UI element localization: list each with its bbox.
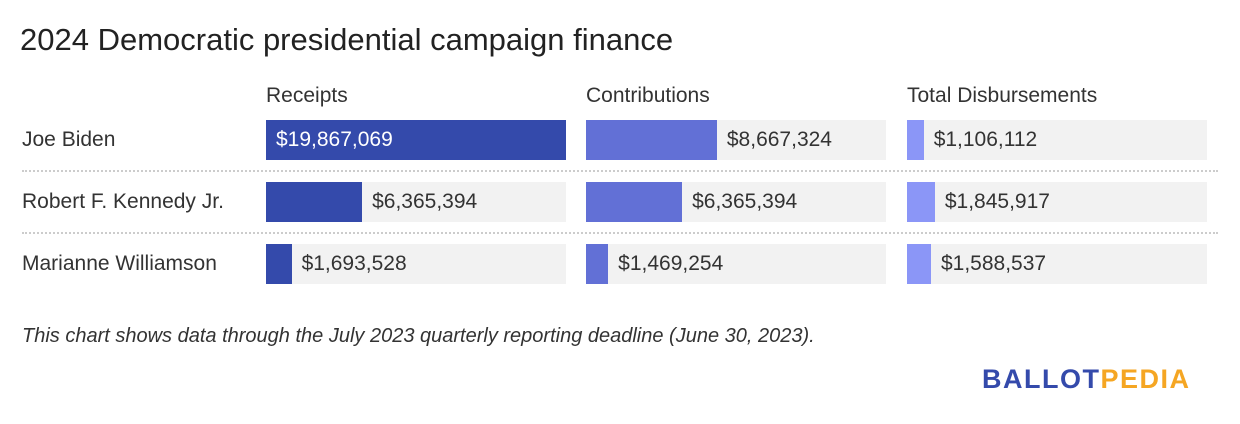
- row-label: Robert F. Kennedy Jr.: [22, 190, 224, 213]
- row-label: Marianne Williamson: [22, 252, 217, 275]
- data-label: $1,588,537: [940, 252, 1047, 275]
- logo-part-ballot: BALLOT: [982, 364, 1101, 394]
- data-label: $1,469,254: [618, 252, 724, 275]
- row-separator: [22, 170, 1218, 172]
- logo-part-pedia: PEDIA: [1100, 364, 1191, 394]
- bar: [266, 182, 363, 222]
- data-label: $1,845,917: [944, 190, 1050, 213]
- bar-track: $1,106,112: [907, 120, 1207, 160]
- bar: [586, 182, 683, 222]
- bar: [586, 120, 717, 160]
- bar-track: $1,588,537: [907, 244, 1207, 284]
- data-label: $19,867,069: [276, 128, 393, 151]
- ballotpedia-logo[interactable]: BALLOTPEDIA: [982, 364, 1191, 395]
- data-label: $6,365,394: [372, 190, 478, 213]
- bar: [266, 244, 292, 284]
- bar: [907, 120, 924, 160]
- column-header: Total Disbursements: [907, 84, 1098, 107]
- data-label: $6,365,394: [692, 190, 798, 213]
- bar: [907, 182, 935, 222]
- chart-note: This chart shows data through the July 2…: [22, 325, 815, 347]
- column-header: Receipts: [266, 84, 348, 107]
- row-label: Joe Biden: [22, 128, 116, 151]
- bar-track: $1,469,254: [586, 244, 886, 284]
- bar-track: $8,667,324: [586, 120, 886, 160]
- row-separator: [22, 232, 1218, 234]
- bar-track: $6,365,394: [266, 182, 566, 222]
- bar: [907, 244, 931, 284]
- bar-track: $1,693,528: [266, 244, 566, 284]
- bar: [266, 120, 566, 160]
- data-label: $8,667,324: [726, 128, 832, 151]
- chart-title: 2024 Democratic presidential campaign fi…: [20, 22, 674, 57]
- bar-track: $1,845,917: [907, 182, 1207, 222]
- bar-track: $19,867,069: [266, 120, 566, 160]
- column-header: Contributions: [586, 84, 710, 107]
- bar-track: $6,365,394: [586, 182, 886, 222]
- data-label: $1,106,112: [933, 128, 1038, 151]
- data-label: $1,693,528: [301, 252, 407, 275]
- bar: [586, 244, 609, 284]
